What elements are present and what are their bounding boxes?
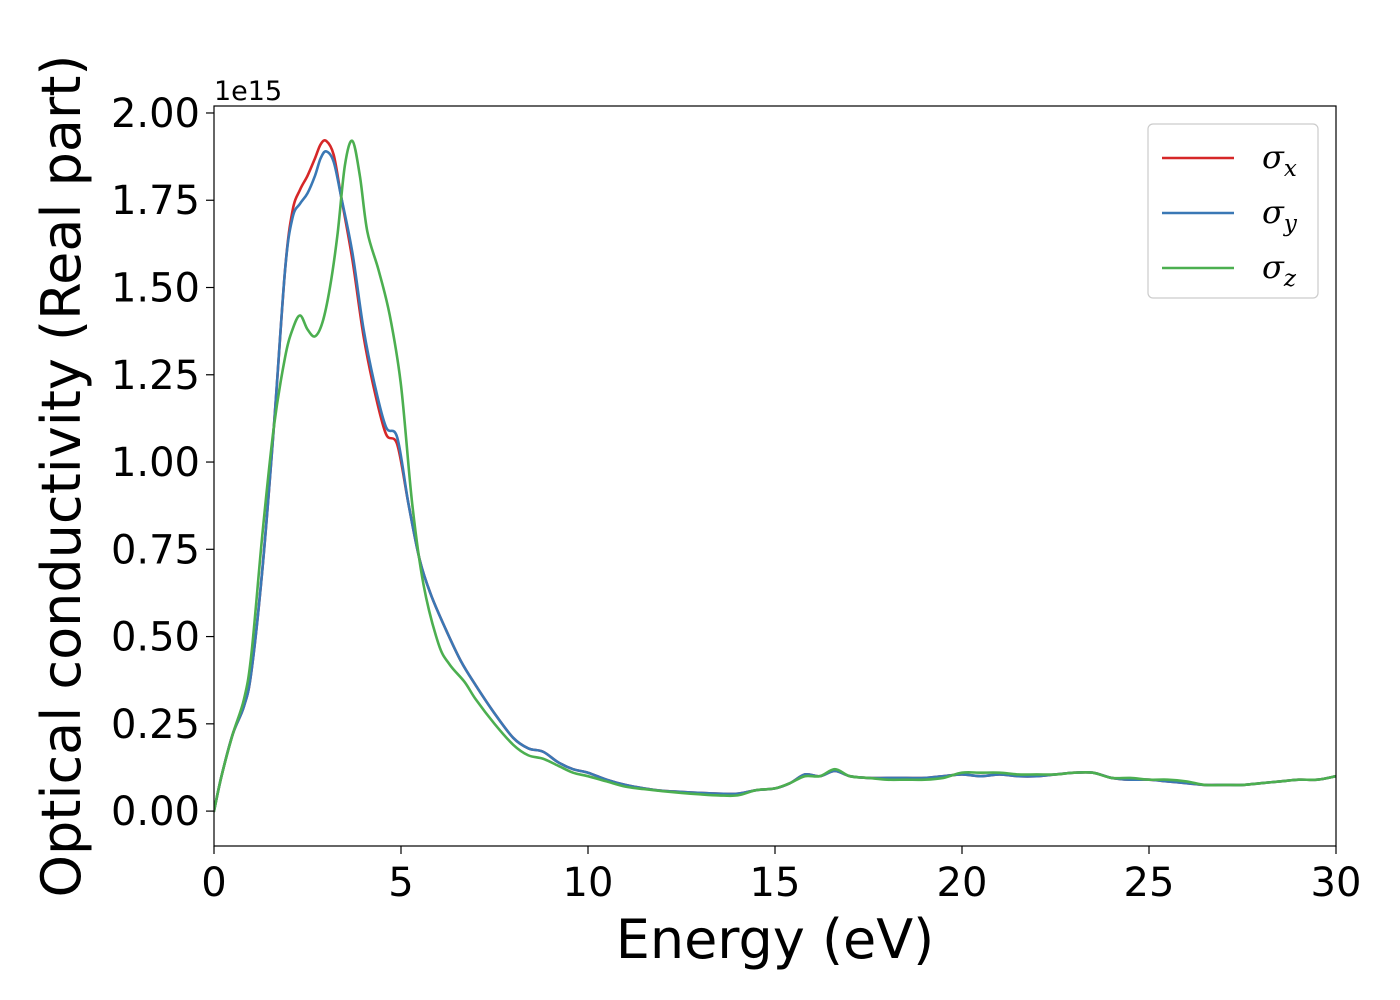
y-tick-label: 0.75 [111,527,200,573]
y-tick-label: 1.50 [111,266,200,312]
x-tick-label: 20 [937,860,988,906]
y-tick-label: 2.00 [111,91,200,137]
y-tick-label: 1.25 [111,353,200,399]
y-axis-ticks: 0.00 0.25 0.50 0.75 1.00 1.25 1.50 1.75 2.00 [111,91,214,835]
series-layer [214,139,1336,813]
legend-box [1147,123,1319,299]
y-tick-label: 1.75 [111,178,200,224]
x-tick-label: 30 [1311,860,1362,906]
x-tick-label: 25 [1124,860,1175,906]
y-axis-label: Optical conductivity (Real part) [30,55,93,898]
x-axis-ticks: 0 5 10 15 20 25 30 [201,846,1361,906]
x-tick-label: 10 [563,860,614,906]
x-tick-label: 0 [201,860,226,906]
x-tick-label: 15 [750,860,801,906]
y-tick-label: 0.50 [111,615,200,661]
y-tick-label: 0.00 [111,789,200,835]
x-tick-label: 5 [388,860,413,906]
y-offset-label: 1e15 [214,76,282,107]
x-axis-label: Energy (eV) [616,908,935,971]
series-line-sigma-z [214,139,1336,813]
y-tick-label: 0.25 [111,702,200,748]
y-tick-label: 1.00 [111,440,200,486]
